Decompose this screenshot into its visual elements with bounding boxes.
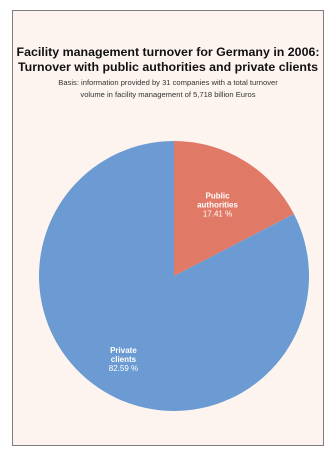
pie-slice — [38, 141, 309, 411]
slice-label: Public authorities 17.41 % — [197, 192, 238, 219]
slice-label-name: authorities — [197, 201, 238, 210]
chart-title-line-1: Facility management turnover for Germany… — [16, 45, 320, 59]
pie-slice — [174, 141, 294, 276]
chart-title-line-2: Turnover with public authorities and pri… — [18, 60, 318, 74]
slice-value-label: 17.41 % — [203, 210, 232, 219]
slice-label: Private clients 82.59 % — [109, 346, 138, 373]
slice-label-name: clients — [111, 355, 137, 364]
slice-value-label: 82.59 % — [109, 364, 138, 373]
slice-label-name: Public — [206, 192, 231, 201]
slice-label-name: Private — [110, 346, 137, 355]
pie-labels: Public authorities 17.41 % Private clients 82… — [109, 192, 239, 374]
chart-subtitle-line-2: volume in facility management of 5,718 b… — [80, 90, 256, 99]
chart-subtitle-line-1: Basis: information provided by 31 compan… — [58, 78, 278, 87]
chart-subtitle: Basis: information provided by 31 compan… — [13, 77, 323, 101]
pie-slices — [38, 141, 309, 411]
chart-title: Facility management turnover for Germany… — [13, 45, 323, 75]
